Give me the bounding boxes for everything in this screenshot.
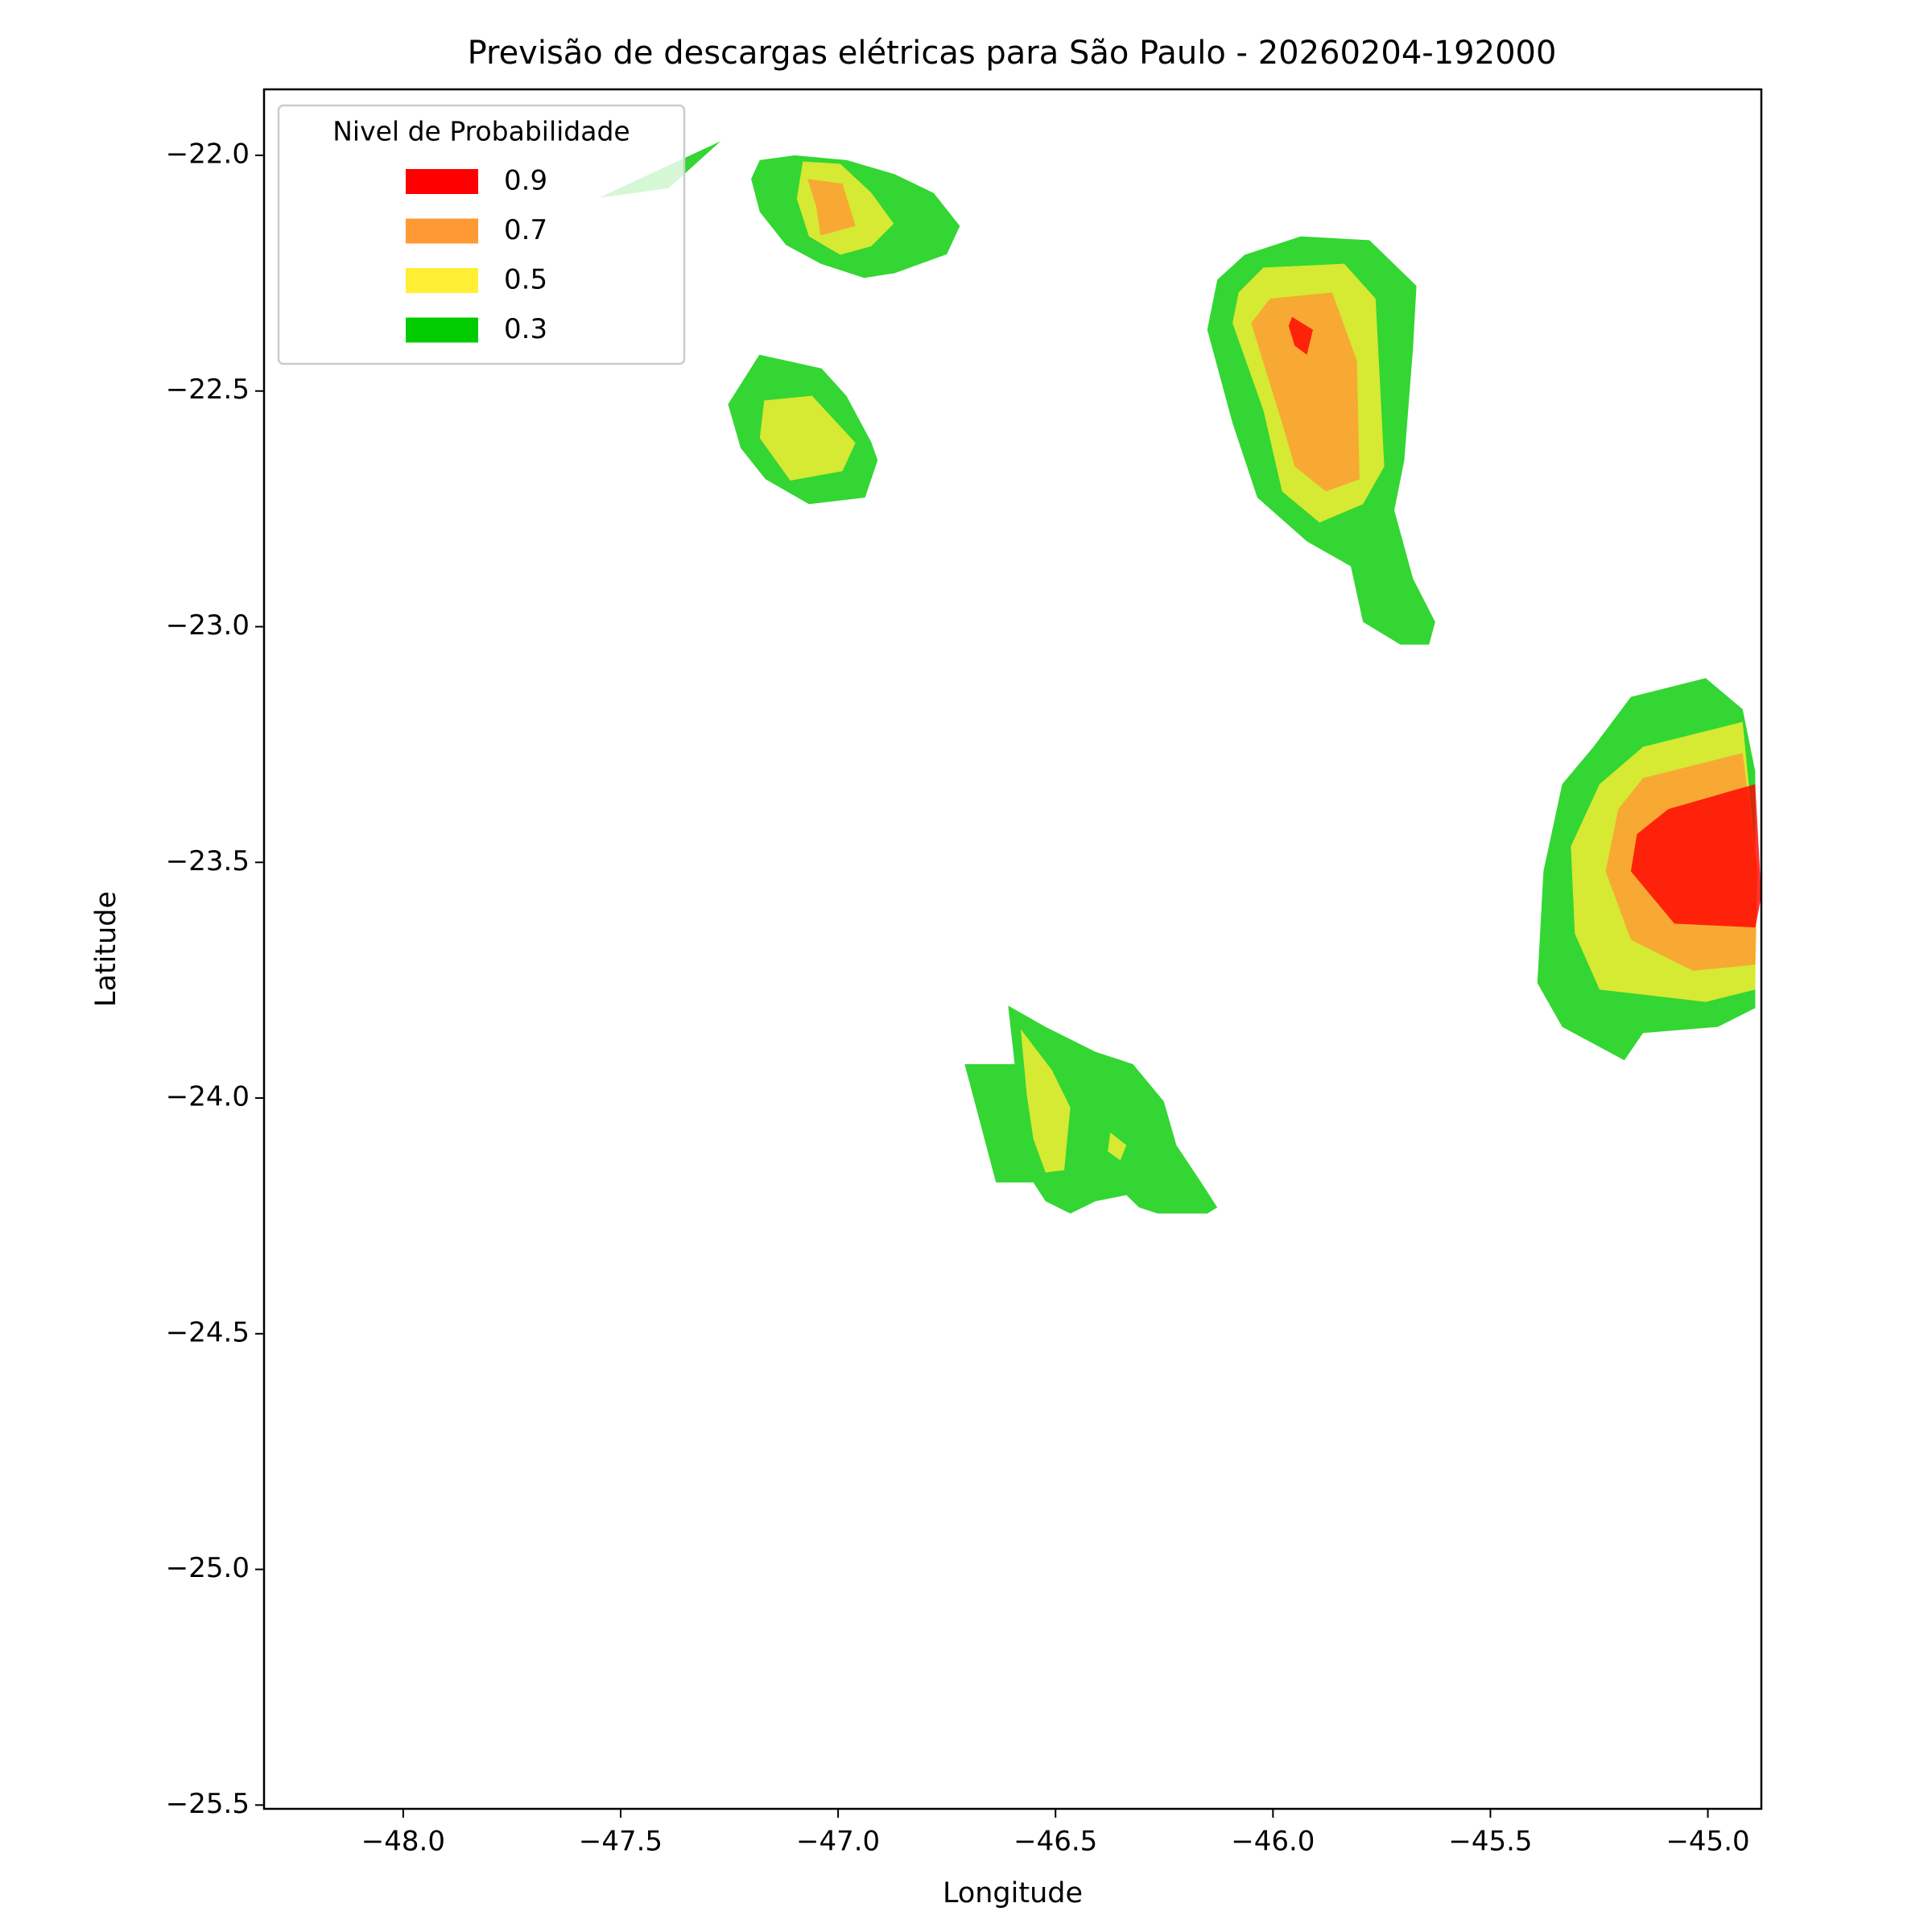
y-axis-label: Latitude [90, 891, 122, 1007]
x-tick-label: −45.5 [1448, 1826, 1532, 1858]
axes-frame [262, 88, 1763, 1810]
contour-region [1108, 1132, 1127, 1161]
legend-label: 0.5 [504, 264, 547, 296]
x-tick-label: −48.0 [361, 1826, 445, 1858]
legend-swatch [406, 317, 478, 343]
y-tick-label: −22.0 [166, 138, 250, 170]
contour-region [807, 179, 856, 236]
y-tick-label: −25.5 [166, 1788, 250, 1820]
contour-region [1251, 292, 1360, 492]
legend-swatch [406, 218, 478, 244]
x-axis-label: Longitude [943, 1877, 1083, 1909]
legend-swatch [406, 268, 478, 293]
x-tick-label: −46.0 [1231, 1826, 1315, 1858]
legend-title: Nivel de Probabilidade [332, 116, 630, 147]
legend-label: 0.7 [504, 214, 547, 246]
legend-label: 0.9 [504, 165, 547, 197]
legend-swatch [406, 169, 478, 194]
plot-area [598, 141, 1761, 1214]
legend-label: 0.3 [504, 313, 547, 345]
chart-title: Previsão de descargas elétricas para São… [468, 35, 1557, 72]
x-tick-label: −47.0 [796, 1826, 880, 1858]
y-tick-label: −25.0 [166, 1552, 250, 1584]
contour-region [1020, 1029, 1071, 1173]
y-tick-label: −24.0 [166, 1081, 250, 1113]
legend: Nivel de Probabilidade 0.9 0.7 0.5 0.3 [277, 104, 686, 365]
contour-region [1288, 316, 1314, 355]
x-tick-label: −47.5 [579, 1826, 663, 1858]
legend-box [277, 104, 686, 365]
x-tick-label: −46.5 [1013, 1826, 1097, 1858]
y-tick-label: −24.5 [166, 1316, 250, 1348]
y-tick-label: −22.5 [166, 374, 250, 406]
y-tick-label: −23.0 [166, 609, 250, 642]
x-tick-label: −45.0 [1666, 1826, 1749, 1858]
contour-region [1630, 784, 1761, 928]
contour-region [759, 395, 856, 481]
y-tick-label: −23.5 [166, 845, 250, 877]
